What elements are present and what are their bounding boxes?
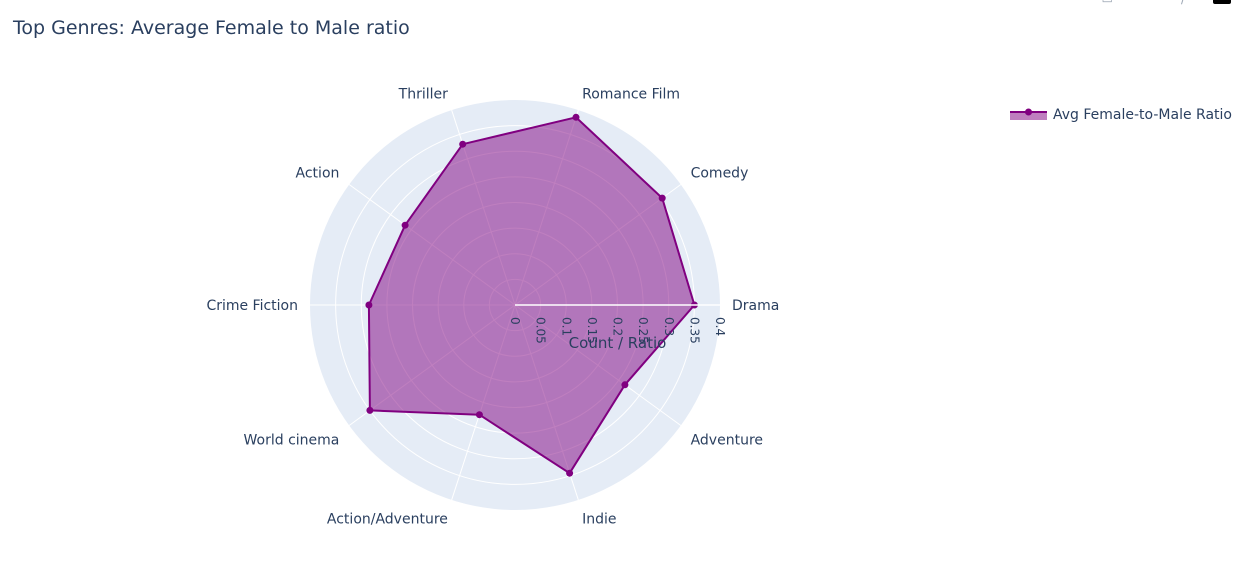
series-layer <box>365 113 720 477</box>
angular-labels: Drama Comedy Romance Film Thriller Action Cri… <box>206 87 779 528</box>
data-point-crime-fiction[interactable] <box>365 301 373 309</box>
zoom-icon[interactable]: ⋯ <box>1141 0 1153 5</box>
angular-label-crime-fiction: Crime Fiction <box>206 298 298 314</box>
angular-label-romance-film: Romance Film <box>582 87 680 103</box>
radial-tick-label: 0.35 <box>687 317 701 344</box>
plotly-logo-icon[interactable] <box>1213 0 1231 4</box>
radial-tick-label: 0.4 <box>713 317 727 336</box>
data-point-adventure[interactable] <box>621 381 629 389</box>
data-point-indie[interactable] <box>566 469 574 477</box>
radial-tick-label: 0.15 <box>585 317 599 344</box>
data-point-romance-film[interactable] <box>572 113 580 121</box>
radial-axis-title: Count / Ratio <box>569 334 667 352</box>
radial-tick-label: 0.05 <box>534 317 548 344</box>
legend-swatch <box>1010 108 1047 120</box>
data-point-thriller[interactable] <box>459 140 467 148</box>
radial-tick-label: 0.25 <box>636 317 650 344</box>
radial-tick-label: 0 <box>508 317 522 325</box>
legend[interactable]: Avg Female-to-Male Ratio <box>1010 106 1232 124</box>
chart-title: Top Genres: Average Female to Male ratio <box>13 17 410 39</box>
angular-label-thriller: Thriller <box>398 87 448 103</box>
radial-ticks: 0 0.05 0.1 0.15 0.2 0.25 0.3 0.35 0.4 <box>508 317 727 344</box>
modebar: ▭ ⋯ / <box>1102 0 1231 5</box>
angular-label-action-adventure: Action/Adventure <box>327 511 448 527</box>
legend-item-avg-female-to-male-ratio: Avg Female-to-Male Ratio <box>1053 107 1232 123</box>
angular-label-drama: Drama <box>732 298 779 314</box>
data-point-action[interactable] <box>401 221 409 229</box>
radial-tick-label: 0.1 <box>559 317 573 336</box>
pan-icon[interactable]: / <box>1181 0 1185 5</box>
angular-label-action: Action <box>296 166 340 182</box>
data-point-world-cinema[interactable] <box>366 406 374 414</box>
radial-tick-label: 0.3 <box>662 317 676 336</box>
camera-icon[interactable]: ▭ <box>1102 0 1113 5</box>
angular-label-indie: Indie <box>582 511 616 527</box>
angular-label-adventure: Adventure <box>691 433 763 449</box>
radial-tick-label: 0.2 <box>611 317 625 336</box>
data-point-comedy[interactable] <box>658 194 666 202</box>
angular-label-world-cinema: World cinema <box>244 433 340 449</box>
data-point-action-adventure[interactable] <box>475 411 483 419</box>
angular-label-comedy: Comedy <box>691 166 749 182</box>
